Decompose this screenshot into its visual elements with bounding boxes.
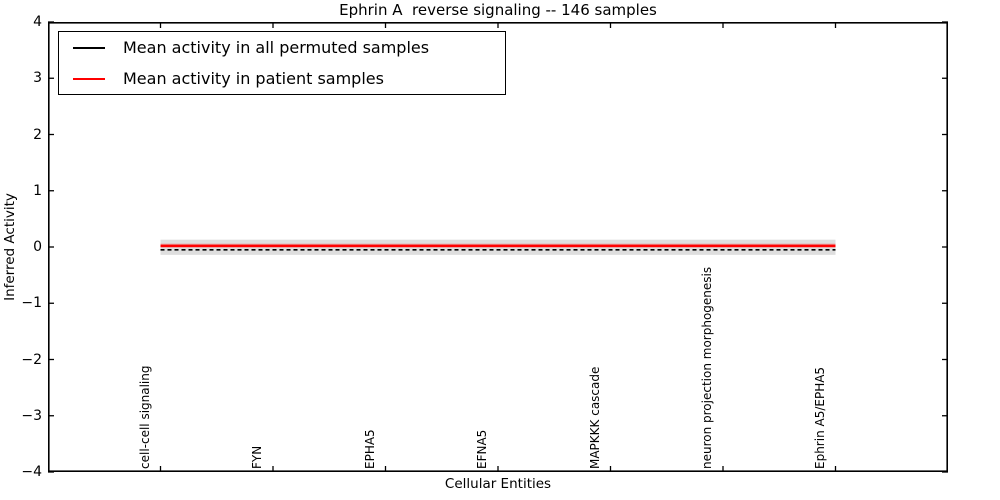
permuted-samples-spread-band	[160, 239, 836, 255]
chart-title: Ephrin A reverse signaling -- 146 sample…	[339, 1, 657, 19]
legend-entry-permuted: Mean activity in all permuted samples	[59, 35, 505, 61]
y-tick-label: −4	[21, 464, 42, 480]
y-tick-label: 1	[33, 182, 42, 199]
y-tick-label: −2	[21, 351, 42, 368]
plot-canvas	[48, 21, 949, 473]
y-tick-label: 0	[33, 239, 42, 255]
axes-frame	[48, 22, 949, 472]
x-axis-label: Cellular Entities	[444, 476, 552, 492]
y-tick-label: 3	[33, 70, 42, 87]
legend-entry-label: Mean activity in all permuted samples	[123, 37, 430, 57]
legend-entry-label: Mean activity in patient samples	[123, 68, 384, 88]
y-tick-label: −3	[21, 407, 42, 424]
permuted-line-sample-icon	[73, 46, 105, 49]
y-tick-label: 4	[33, 14, 42, 30]
plot-area: cell-cell signaling FYN EPHA5 EFNA5 MAPKKK c…	[48, 21, 949, 473]
patient-line-sample-icon	[73, 77, 105, 80]
y-tick-label: 2	[33, 126, 42, 143]
legend: Mean activity in all permuted samples Me…	[58, 31, 506, 95]
y-tick-label: −1	[21, 295, 42, 312]
legend-entry-patient: Mean activity in patient samples	[59, 66, 505, 92]
